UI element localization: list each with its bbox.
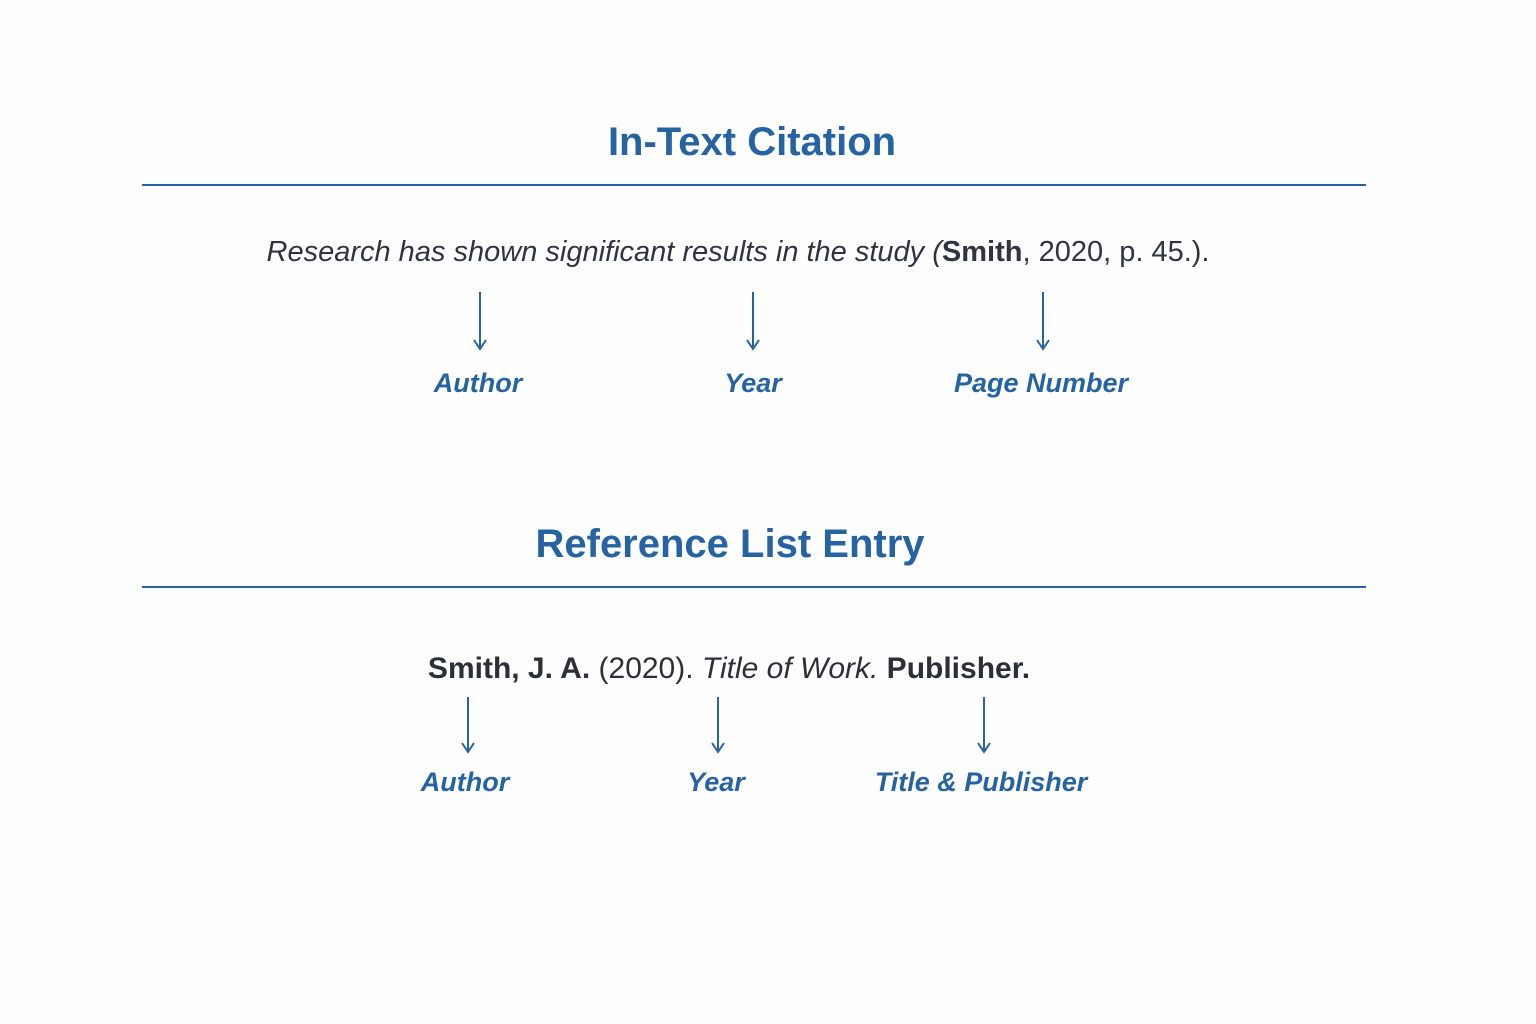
arrow-down-icon [711,697,725,754]
reference-list-heading: Reference List Entry [535,522,925,566]
label-title-publisher: Title & Publisher [874,767,1088,797]
sentence-text: Research has shown significant results i… [266,236,942,268]
citation-year-page: , 2020, p. 45.). [1022,236,1210,268]
arrow-down-icon [473,292,487,351]
entry-author: Smith, J. A. [427,652,591,685]
example-sentence: Research has shown significant results i… [267,236,1210,269]
reference-entry: Smith, J. A. (2020). Title of Work. Publ… [428,652,1030,686]
arrow-down-icon [746,292,760,351]
entry-title: Title of Work. [701,652,879,685]
divider [142,184,1366,186]
in-text-citation-heading: In-Text Citation [607,120,897,164]
label-author: Author [420,767,510,797]
arrow-down-icon [461,697,475,754]
entry-publisher: Publisher. [878,652,1031,685]
label-year: Year [687,767,745,797]
label-year: Year [724,368,782,398]
divider [142,586,1366,588]
citation-author: Smith [941,236,1023,268]
label-page-number: Page Number [953,368,1129,398]
arrow-down-icon [1036,292,1050,351]
label-author: Author [433,368,523,398]
entry-year: (2020). [590,652,702,685]
arrow-down-icon [977,697,991,754]
